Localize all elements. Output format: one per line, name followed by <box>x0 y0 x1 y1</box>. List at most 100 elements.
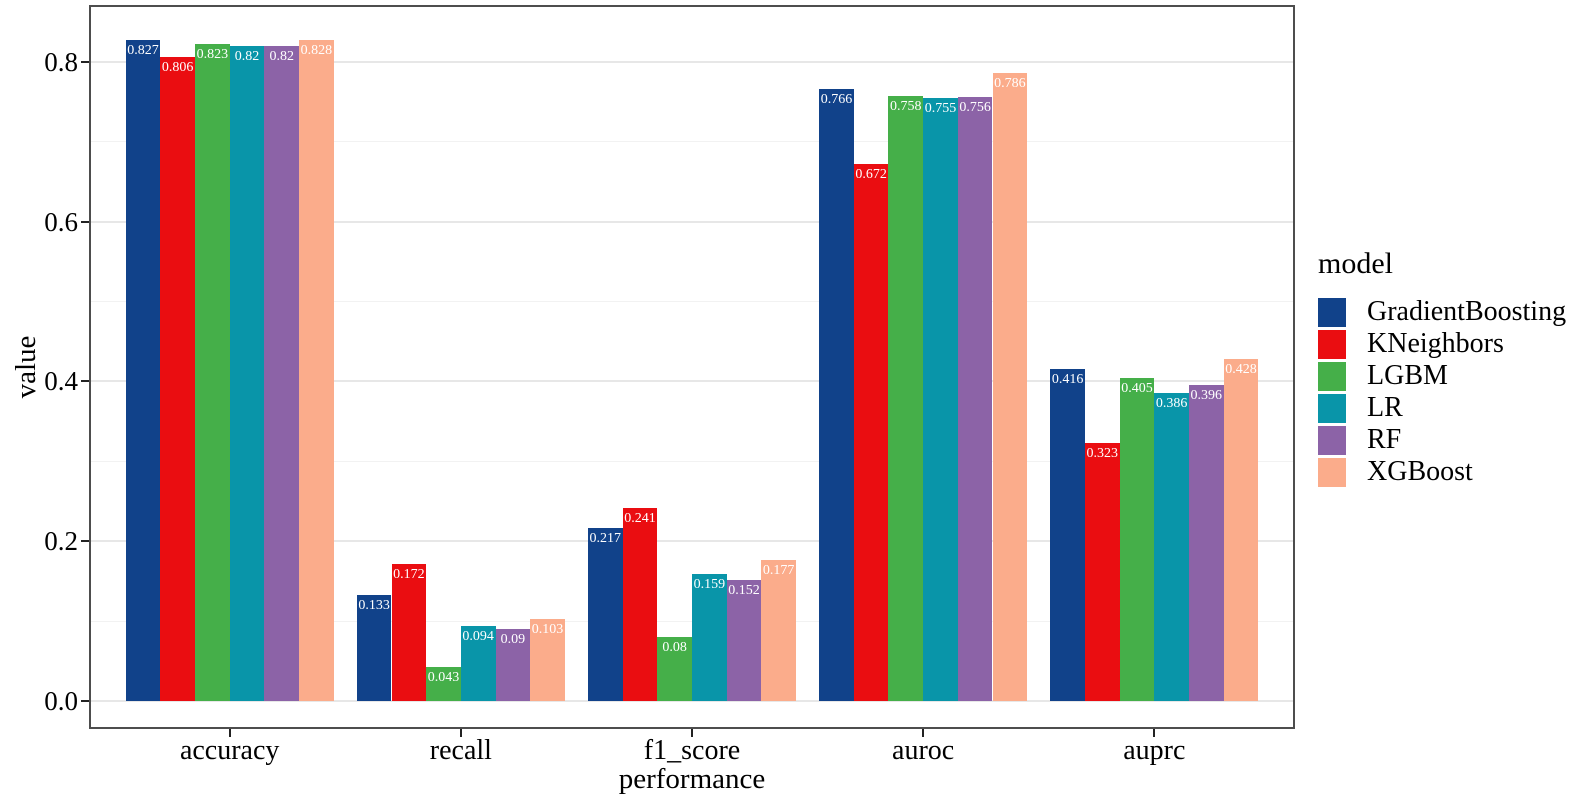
x-tick-label-recall: recall <box>429 735 492 766</box>
bar-value-label: 0.416 <box>1051 371 1084 387</box>
bar-value-label: 0.177 <box>762 562 795 578</box>
bars-layer: 0.827 0.806 0.823 0.82 0.82 0.828 0.133 0.172 0.… <box>91 7 1293 727</box>
minor-gridline <box>91 301 1293 303</box>
legend-item-RF: RF <box>1318 424 1566 456</box>
bar-GradientBoosting-accuracy: 0.827 <box>125 40 161 701</box>
legend-label: RF <box>1367 424 1402 455</box>
legend-label: LGBM <box>1367 360 1448 391</box>
bar-GradientBoosting-auprc: 0.416 <box>1050 368 1085 701</box>
bar-value-label: 0.428 <box>1225 362 1257 378</box>
legend-item-KNeighbors: KNeighbors <box>1318 328 1566 360</box>
y-axis-title: value <box>10 335 42 399</box>
x-tick-mark <box>691 729 693 737</box>
bar-XGBoost-f1_score: 0.177 <box>761 559 797 701</box>
bar-value-label: 0.103 <box>531 621 564 637</box>
y-tick-label: 0.0 <box>44 685 78 716</box>
bar-value-label: 0.323 <box>1086 445 1119 461</box>
bar-value-label: 0.756 <box>959 100 991 116</box>
bar-value-label: 0.133 <box>358 597 390 613</box>
major-gridline <box>91 699 1293 702</box>
bar-KNeighbors-accuracy: 0.806 <box>160 57 196 701</box>
bar-LGBM-f1_score: 0.08 <box>657 637 692 701</box>
bar-value-label: 0.043 <box>427 669 460 685</box>
bar-RF-auroc: 0.756 <box>957 97 993 701</box>
legend-title: model <box>1318 247 1393 280</box>
bar-LR-accuracy: 0.82 <box>229 46 265 701</box>
bar-value-label: 0.823 <box>196 46 229 62</box>
bar-KNeighbors-recall: 0.172 <box>391 563 427 701</box>
legend-label: KNeighbors <box>1367 328 1504 359</box>
bar-value-label: 0.806 <box>161 60 194 76</box>
bar-value-label: 0.09 <box>500 632 526 648</box>
bar-value-label: 0.08 <box>662 640 687 656</box>
y-tick-mark <box>81 540 89 543</box>
bar-XGBoost-accuracy: 0.828 <box>299 39 334 701</box>
major-gridline <box>91 380 1293 383</box>
x-tick-mark <box>228 729 231 737</box>
bar-value-label: 0.786 <box>994 76 1026 92</box>
y-tick-mark <box>81 380 89 383</box>
minor-gridline <box>91 141 1293 143</box>
bar-GradientBoosting-recall: 0.133 <box>356 594 392 701</box>
x-tick-mark <box>459 729 462 737</box>
legend-swatch-icon <box>1318 361 1346 391</box>
bar-KNeighbors-f1_score: 0.241 <box>622 508 658 701</box>
bar-RF-auprc: 0.396 <box>1188 384 1224 701</box>
bar-XGBoost-recall: 0.103 <box>530 618 565 701</box>
bar-value-label: 0.217 <box>589 530 622 546</box>
major-gridline <box>91 220 1293 223</box>
bar-value-label: 0.82 <box>234 49 260 65</box>
bar-XGBoost-auroc: 0.786 <box>992 73 1028 701</box>
y-tick-label: 0.8 <box>44 47 78 78</box>
bar-LR-f1_score: 0.159 <box>692 573 727 701</box>
bar-value-label: 0.755 <box>924 100 957 116</box>
bar-value-label: 0.758 <box>890 98 922 114</box>
x-tick-mark <box>1153 729 1156 737</box>
legend-label: GradientBoosting <box>1367 296 1567 327</box>
y-tick-mark <box>81 220 89 223</box>
bar-KNeighbors-auroc: 0.672 <box>853 164 889 701</box>
bar-LR-recall: 0.094 <box>460 625 496 701</box>
bar-value-label: 0.094 <box>462 628 494 644</box>
legend-swatch-icon <box>1318 393 1346 423</box>
legend-item-GradientBoosting: GradientBoosting <box>1318 296 1566 328</box>
bar-RF-f1_score: 0.152 <box>726 579 762 701</box>
x-axis-title: performance <box>618 763 766 795</box>
x-tick-label-f1_score: f1_score <box>643 735 741 766</box>
legend-swatch-icon <box>1318 329 1346 359</box>
bar-value-label: 0.396 <box>1190 387 1223 403</box>
bar-value-label: 0.405 <box>1121 380 1153 396</box>
bar-value-label: 0.241 <box>624 511 656 527</box>
bar-value-label: 0.766 <box>820 92 853 108</box>
bar-LGBM-recall: 0.043 <box>426 666 461 701</box>
legend-items: GradientBoosting KNeighbors LGBM LR RF XGBoos… <box>1318 296 1566 488</box>
major-gridline <box>91 540 1293 543</box>
bar-value-label: 0.82 <box>269 49 294 65</box>
bar-XGBoost-auprc: 0.428 <box>1223 359 1259 701</box>
legend-item-XGBoost: XGBoost <box>1318 456 1566 488</box>
x-tick-label-accuracy: accuracy <box>179 735 280 766</box>
bar-RF-accuracy: 0.82 <box>264 46 300 701</box>
bar-value-label: 0.827 <box>127 43 159 59</box>
bar-LR-auroc: 0.755 <box>923 97 958 701</box>
bar-value-label: 0.672 <box>855 167 887 183</box>
major-gridline <box>91 61 1293 64</box>
x-tick-label-auroc: auroc <box>892 735 955 766</box>
legend: model GradientBoosting KNeighbors LGBM LR RF… <box>1318 248 1566 488</box>
bar-LGBM-accuracy: 0.823 <box>195 43 230 701</box>
bar-LGBM-auroc: 0.758 <box>888 95 924 701</box>
legend-label: LR <box>1367 392 1403 423</box>
legend-swatch-icon <box>1318 425 1346 455</box>
y-tick-label: 0.2 <box>44 526 78 557</box>
bar-LR-auprc: 0.386 <box>1154 392 1189 701</box>
minor-gridline <box>91 460 1293 462</box>
bar-RF-recall: 0.09 <box>495 629 531 701</box>
legend-label: XGBoost <box>1367 456 1473 487</box>
legend-swatch-icon <box>1318 457 1346 487</box>
bar-KNeighbors-auprc: 0.323 <box>1084 442 1120 701</box>
bar-value-label: 0.828 <box>300 42 333 58</box>
y-tick-mark <box>81 699 89 702</box>
plot-panel: 0.827 0.806 0.823 0.82 0.82 0.828 0.133 0.172 0.… <box>89 5 1295 729</box>
bar-value-label: 0.152 <box>728 582 760 598</box>
legend-item-LR: LR <box>1318 392 1566 424</box>
